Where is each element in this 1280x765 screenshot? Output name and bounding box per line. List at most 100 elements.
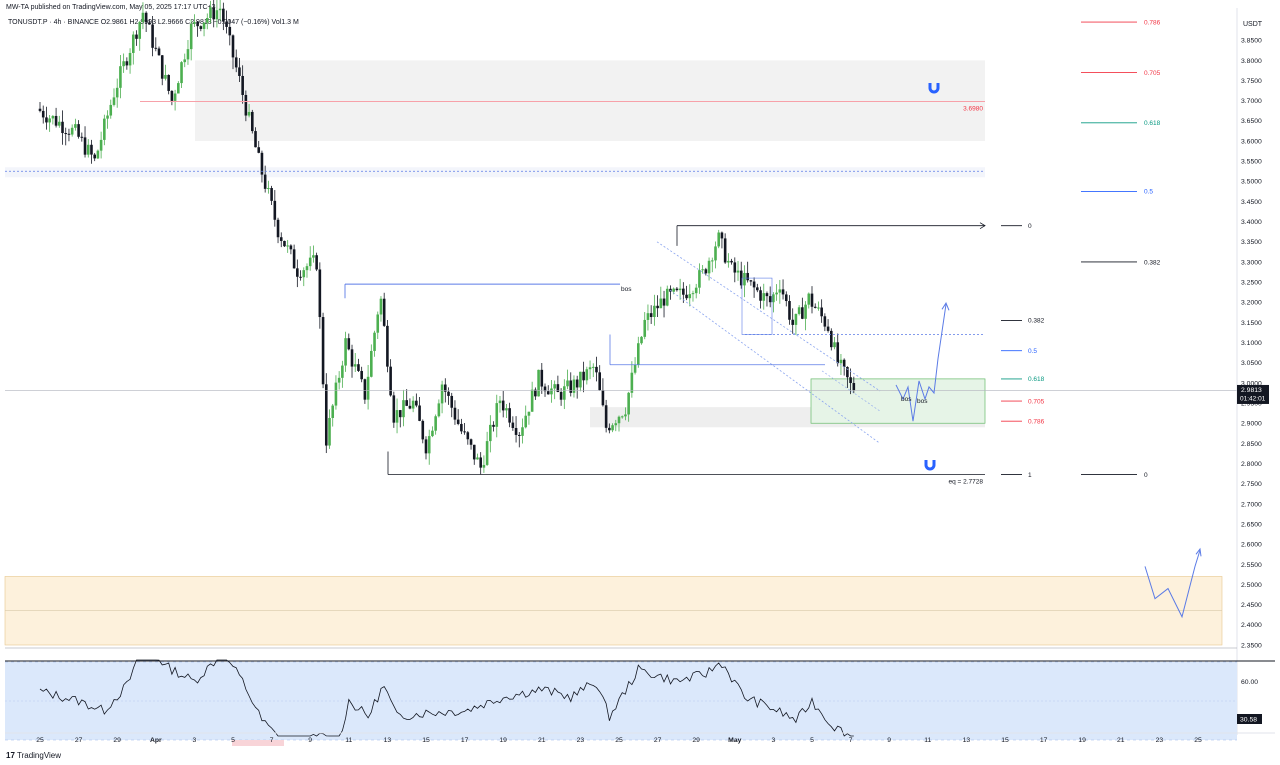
candle-body xyxy=(460,423,463,432)
price-tick-label: 3.1500 xyxy=(1241,320,1262,327)
candle-body xyxy=(212,7,215,20)
candle xyxy=(138,20,142,51)
candle-body xyxy=(492,424,495,427)
candle-body xyxy=(752,281,756,288)
time-tick-label: 29 xyxy=(692,737,700,744)
price-tick-label: 2.4000 xyxy=(1241,622,1262,629)
candle-body xyxy=(514,427,518,435)
candle-body xyxy=(727,260,730,263)
candle xyxy=(517,432,521,448)
candle-body xyxy=(299,276,302,278)
candle xyxy=(408,398,412,410)
candle xyxy=(830,328,833,351)
candle-body xyxy=(431,430,434,437)
candle xyxy=(328,409,331,449)
candle xyxy=(595,356,598,382)
candle-body xyxy=(183,59,187,63)
candle xyxy=(183,53,187,68)
candle-body xyxy=(270,188,273,201)
candle xyxy=(61,110,64,145)
candle-body xyxy=(527,411,531,416)
candle-body xyxy=(41,110,45,118)
candle-body xyxy=(556,384,560,393)
candle-body xyxy=(839,359,843,364)
candle xyxy=(177,81,180,94)
candle-body xyxy=(415,400,418,406)
candle xyxy=(797,305,801,316)
candle-body xyxy=(86,144,90,155)
time-tick-label: 5 xyxy=(231,737,235,744)
candle-body xyxy=(801,307,804,319)
candle-body xyxy=(238,67,241,76)
projection-path xyxy=(895,304,947,422)
candle-body xyxy=(434,416,437,431)
candle xyxy=(151,15,154,57)
candle xyxy=(585,366,589,385)
candle-body xyxy=(566,380,569,387)
time-tick-label: 19 xyxy=(1078,737,1086,744)
candle-body xyxy=(440,384,444,404)
candle-body xyxy=(717,232,721,247)
candle-body xyxy=(209,7,212,19)
candle-body xyxy=(363,379,367,400)
candle-body xyxy=(852,383,856,391)
candle-body xyxy=(820,307,823,317)
candle xyxy=(83,126,87,158)
supply-zone xyxy=(195,60,985,141)
candle-body xyxy=(524,415,528,428)
candle-body xyxy=(691,293,695,295)
candle xyxy=(588,360,592,380)
candle-body xyxy=(701,269,704,271)
candle-body xyxy=(730,260,733,263)
candle xyxy=(823,313,827,332)
candle xyxy=(691,290,695,302)
candle xyxy=(559,388,563,406)
candle xyxy=(125,57,129,70)
candle-body xyxy=(637,343,640,365)
candle xyxy=(112,88,116,107)
price-tick-label: 2.5000 xyxy=(1241,582,1262,589)
candle xyxy=(205,13,209,30)
candle-body xyxy=(813,306,817,308)
time-tick-label: 25 xyxy=(1194,737,1202,744)
candle-body xyxy=(312,255,315,258)
candle-body xyxy=(591,366,595,368)
candle-body xyxy=(778,289,782,293)
candle xyxy=(48,114,51,132)
candle-body xyxy=(627,392,630,415)
candle xyxy=(678,278,682,300)
tradingview-logo[interactable]: 17 TradingView xyxy=(6,751,61,760)
candle-body xyxy=(678,288,682,291)
price-tick-label: 3.8000 xyxy=(1241,58,1262,65)
publish-header: MW-TA published on TradingView.com, May … xyxy=(6,4,216,11)
rsi-tick-label: 60.00 xyxy=(1241,679,1258,686)
candle xyxy=(804,301,807,331)
fib-inner-label: 0.705 xyxy=(1028,398,1045,405)
candle xyxy=(437,399,441,418)
candle xyxy=(749,279,753,286)
candle-body xyxy=(472,444,476,460)
price-tick-label: 3.3500 xyxy=(1241,239,1262,246)
time-tick-label: 15 xyxy=(1001,737,1009,744)
candle-body xyxy=(38,108,42,111)
fib-outer-label: 0.786 xyxy=(1144,19,1161,26)
candle-body xyxy=(659,298,663,309)
price-tick-label: 3.1000 xyxy=(1241,340,1262,347)
candle-body xyxy=(720,232,724,239)
price-tick-label: 2.5500 xyxy=(1241,562,1262,569)
candle xyxy=(759,286,762,309)
candle-body xyxy=(254,131,257,148)
candle-body xyxy=(485,441,489,465)
price-tick-label: 2.8000 xyxy=(1241,461,1262,468)
candle-body xyxy=(218,8,222,11)
candle-body xyxy=(723,238,727,263)
candle-body xyxy=(405,400,408,406)
candle xyxy=(67,128,71,142)
candle xyxy=(331,403,335,427)
candle xyxy=(209,0,212,24)
price-tick-label: 3.5000 xyxy=(1241,179,1262,186)
candle-body xyxy=(321,317,325,385)
candle xyxy=(251,109,254,134)
candle-body xyxy=(357,364,360,371)
